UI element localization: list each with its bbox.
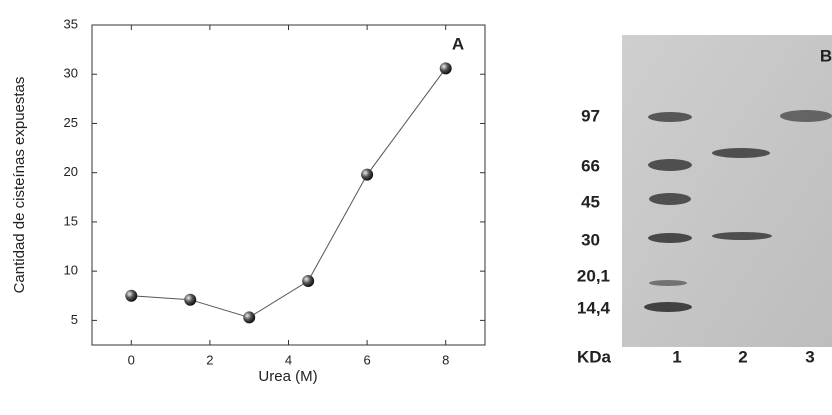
data-point	[125, 290, 137, 302]
y-tick-label: 20	[64, 164, 78, 179]
data-line	[131, 68, 445, 317]
data-point	[184, 294, 196, 306]
x-axis-label: Urea (M)	[258, 368, 317, 385]
y-tick-label: 10	[64, 263, 78, 278]
y-tick-label: 35	[64, 16, 78, 31]
marker-label: 97	[581, 106, 600, 125]
x-tick-label: 4	[285, 352, 292, 367]
marker-label: 45	[581, 192, 600, 211]
data-point	[302, 275, 314, 287]
x-tick-label: 2	[206, 352, 213, 367]
panel-label: A	[452, 34, 464, 53]
lane-label: 1	[672, 347, 681, 366]
lane-label: 2	[738, 347, 747, 366]
x-tick-label: 0	[128, 352, 135, 367]
x-tick-label: 6	[363, 352, 370, 367]
data-point	[361, 169, 373, 181]
panel-label: B	[820, 46, 832, 65]
y-tick-label: 15	[64, 213, 78, 228]
y-tick-label: 30	[64, 66, 78, 81]
figure: A Urea (M) Cantidad de cisteínas expuest…	[0, 0, 832, 410]
data-point	[440, 62, 452, 74]
marker-label: 66	[581, 156, 600, 175]
x-tick-label: 8	[442, 352, 449, 367]
y-tick-label: 5	[71, 312, 78, 327]
lane-label: 3	[805, 347, 814, 366]
marker-label: 14,4	[577, 298, 611, 317]
marker-label: 20,1	[577, 266, 610, 285]
data-point	[243, 311, 255, 323]
gel-image	[622, 35, 832, 347]
gel-panel: B 97 66 45 30 20,1 14,4 KDa 1 2 3	[577, 35, 832, 366]
unit-label: KDa	[577, 347, 612, 366]
y-tick-label: 25	[64, 115, 78, 130]
y-axis-label: Cantidad de cisteínas expuestas	[11, 77, 28, 294]
marker-label: 30	[581, 230, 600, 249]
